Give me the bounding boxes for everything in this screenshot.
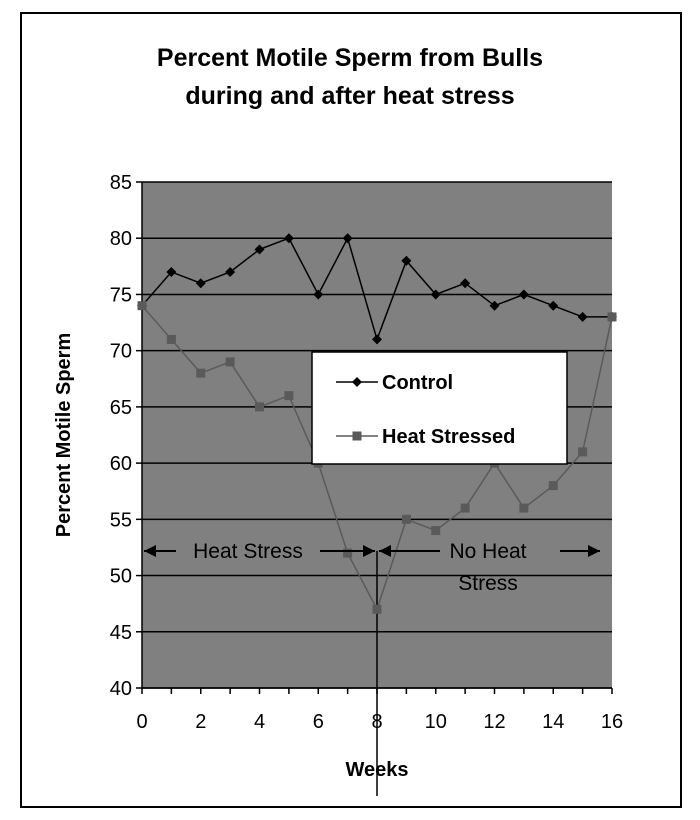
heat-stressed-point bbox=[343, 548, 353, 558]
control-point bbox=[548, 300, 559, 311]
y-tick-label: 55 bbox=[110, 509, 132, 531]
control-point bbox=[283, 233, 294, 244]
control-point bbox=[195, 278, 206, 289]
heat-stressed-point bbox=[548, 481, 558, 491]
control-point bbox=[372, 334, 382, 345]
heat-stressed-point bbox=[284, 391, 294, 401]
control-point bbox=[518, 289, 529, 300]
no-heat-stress-arrowhead-left bbox=[379, 545, 391, 557]
heat-stressed-point bbox=[166, 334, 176, 344]
heat-stressed-point bbox=[196, 368, 206, 378]
legend-marker-square bbox=[352, 431, 362, 441]
heat-stressed-point bbox=[137, 301, 147, 311]
y-tick-label: 80 bbox=[110, 228, 132, 250]
annotation-heat-stress: Heat Stress bbox=[193, 540, 303, 563]
y-tick-label: 70 bbox=[110, 341, 132, 363]
heat-stressed-point bbox=[401, 514, 411, 524]
heat-stress-arrowhead-right bbox=[363, 545, 375, 557]
control-point bbox=[166, 266, 177, 277]
control-point bbox=[313, 289, 324, 300]
no-heat-stress-arrowhead-right bbox=[588, 545, 600, 557]
control-point bbox=[254, 244, 265, 255]
heat-stressed-point bbox=[225, 357, 235, 367]
control-point bbox=[489, 300, 500, 311]
x-tick-label: 2 bbox=[195, 711, 206, 733]
y-tick-label: 75 bbox=[110, 284, 132, 306]
y-tick-label: 60 bbox=[110, 453, 132, 475]
control-point bbox=[342, 233, 353, 244]
control-point bbox=[430, 289, 441, 300]
control-point bbox=[401, 255, 412, 266]
control-point bbox=[460, 278, 471, 289]
heat-stressed-point bbox=[372, 604, 382, 614]
heat-stressed-point bbox=[431, 526, 441, 536]
y-tick-label: 45 bbox=[110, 622, 132, 644]
heat-stressed-point bbox=[578, 447, 588, 457]
x-tick-label: 14 bbox=[542, 711, 564, 733]
legend-label: Heat Stressed bbox=[382, 426, 515, 448]
x-tick-label: 4 bbox=[254, 711, 265, 733]
x-tick-label: 10 bbox=[425, 711, 447, 733]
annotation-no-heat-stress-line2: Stress bbox=[458, 572, 518, 595]
x-tick-label: 6 bbox=[313, 711, 324, 733]
y-tick-label: 85 bbox=[110, 172, 132, 194]
y-tick-label: 40 bbox=[110, 678, 132, 700]
y-tick-label: 50 bbox=[110, 566, 132, 588]
control-point bbox=[577, 311, 588, 322]
x-tick-label: 16 bbox=[601, 711, 623, 733]
legend-marker-diamond bbox=[352, 377, 362, 387]
chart-subtitle: during and after heat stress bbox=[185, 82, 515, 110]
annotation-no-heat-stress-line1: No Heat bbox=[449, 540, 526, 563]
legend-box bbox=[311, 351, 568, 465]
chart-title: Percent Motile Sperm from Bulls bbox=[156, 44, 544, 72]
y-axis-label: Percent Motile Sperm bbox=[53, 333, 75, 538]
heat-stressed-point bbox=[255, 402, 264, 412]
legend-label: Control bbox=[382, 372, 453, 394]
x-tick-label: 12 bbox=[483, 711, 505, 733]
y-tick-label: 65 bbox=[110, 397, 132, 419]
heat-stressed-point bbox=[607, 312, 617, 322]
heat-stressed-point bbox=[519, 503, 529, 513]
x-tick-label: 0 bbox=[136, 711, 147, 733]
heat-stressed-point bbox=[460, 503, 470, 513]
heat-stress-arrowhead-left bbox=[144, 545, 156, 557]
control-point bbox=[225, 266, 236, 277]
